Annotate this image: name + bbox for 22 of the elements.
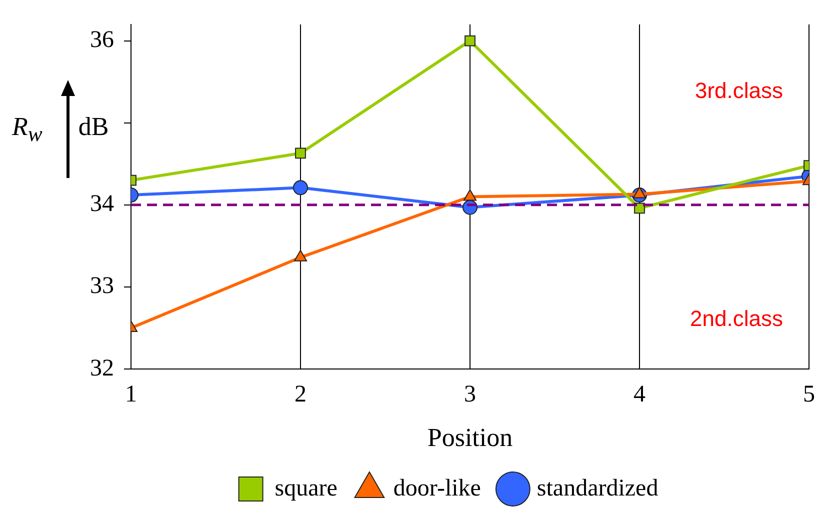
point	[293, 180, 308, 196]
x-tick-label: 3	[464, 382, 476, 408]
point	[295, 148, 306, 159]
annotation: 3rd.class	[694, 78, 783, 104]
x-tick-label: 2	[294, 382, 306, 408]
x-tick-label: 4	[634, 382, 646, 408]
legend-label: door-like	[393, 475, 481, 502]
y-tick-label: 34	[90, 191, 114, 218]
y-tick-label: 33	[90, 273, 114, 300]
text: R$_{w}$ dB	[12, 112, 109, 146]
point	[632, 186, 646, 198]
point	[464, 35, 476, 46]
x-tick-label: 1	[125, 382, 137, 408]
point	[463, 189, 477, 201]
annotation: 2nd.class	[690, 306, 783, 332]
x-axis-title: Position	[427, 423, 513, 452]
point	[294, 250, 308, 262]
legend-label: square	[274, 475, 338, 502]
y-tick-label: 32	[90, 355, 114, 382]
y-tick-label: 36	[90, 27, 114, 54]
x-tick-label: 5	[803, 382, 815, 408]
legend-label: standardized	[536, 475, 658, 502]
